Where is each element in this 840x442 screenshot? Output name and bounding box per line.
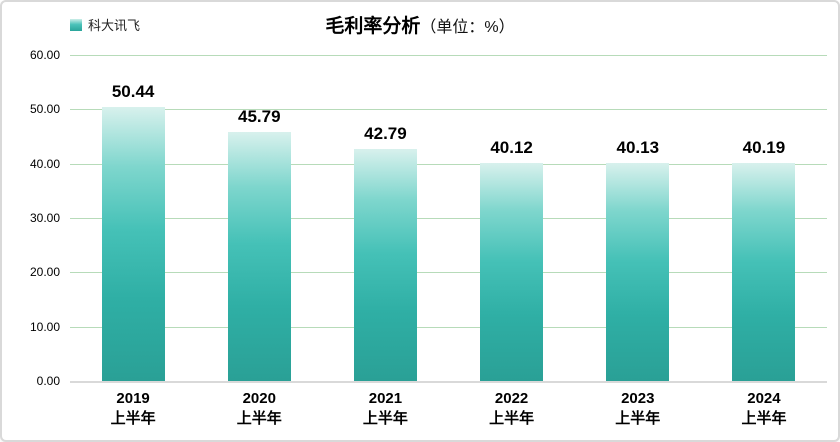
plot-area: 50.44 45.79 42.79 40.12 40.13 40.19 [70,55,827,383]
legend: 科大讯飞 [70,15,140,34]
chart-title-main: 毛利率分析 [325,16,421,37]
legend-series-label: 科大讯飞 [88,18,141,33]
x-axis: 2019 上半年 2020 上半年 2021 上半年 2022 上半年 2023… [70,389,827,428]
gridline [70,109,827,111]
bar-group-2023: 40.13 [575,55,701,381]
x-axis-label-2020: 2020 上半年 [236,390,282,427]
y-axis-tick: 0.00 [36,374,60,388]
gridline [70,163,827,165]
bar [353,148,417,381]
bar-group-2019: 50.44 [70,55,196,381]
bar-value-label: 50.44 [111,81,155,101]
gridline [70,218,827,219]
x-axis-label-2019: 2019 上半年 [110,390,156,427]
chart-title-unit: （单位：%） [420,19,515,36]
bar-value-label: 42.79 [364,123,407,143]
y-axis-tick: 20.00 [29,265,60,280]
bar [606,162,670,381]
legend-color-swatch [70,18,82,31]
x-axis-label-2021: 2021 上半年 [362,390,408,427]
y-axis-tick: 30.00 [29,211,60,225]
y-axis-tick: 40.00 [29,156,60,171]
bar-group-2024: 40.19 [701,55,827,381]
x-axis-label-2024: 2024 上半年 [741,390,787,427]
y-axis-tick: 50.00 [29,102,60,117]
gridline [70,326,827,328]
bar-group-2021: 42.79 [322,55,448,381]
bar [101,106,165,381]
y-axis-tick: 10.00 [29,319,60,334]
gridline [70,55,827,56]
chart-title: 毛利率分析（单位：%） [2,11,838,38]
y-axis-tick: 60.00 [29,48,60,62]
bar-value-label: 40.13 [616,137,660,157]
bar-value-label: 40.19 [742,137,786,157]
gridline [70,272,827,274]
x-axis-label-2022: 2022 上半年 [489,390,535,427]
bar-value-label: 40.12 [490,138,533,158]
x-axis-label-2023: 2023 上半年 [615,390,661,427]
bar [732,162,796,381]
bar-group-2020: 45.79 [196,55,322,381]
bar-group-2022: 40.12 [449,55,575,381]
bar [480,163,544,381]
y-axis: 60.00 50.00 40.00 30.00 20.00 10.00 0.00 [2,48,60,388]
bar [227,132,291,381]
bar-series: 50.44 45.79 42.79 40.12 40.13 40.19 [70,55,827,381]
bar-value-label: 45.79 [237,107,281,127]
